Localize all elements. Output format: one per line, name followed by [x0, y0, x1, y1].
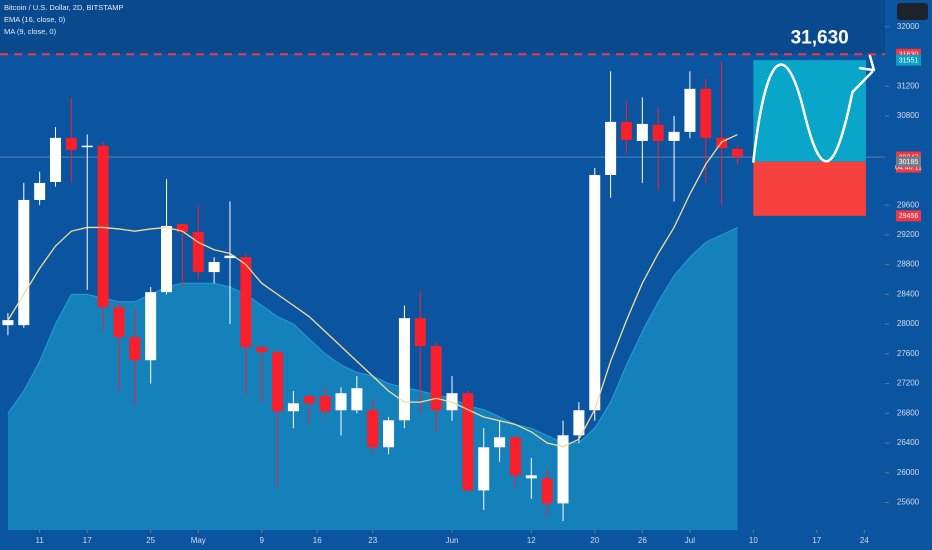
- candle-body: [272, 352, 284, 412]
- x-tick-label: May: [191, 536, 206, 545]
- x-tick-label: 16: [313, 536, 322, 545]
- indicator-legend: EMA (16, close, 0): [4, 15, 66, 24]
- candle-body: [478, 447, 490, 491]
- candle-body: [224, 255, 236, 259]
- candle-body: [129, 337, 141, 361]
- candle-body: [287, 403, 299, 412]
- candle-body: [335, 393, 347, 411]
- candle-body: [319, 396, 331, 412]
- toolbar-button[interactable]: [897, 3, 928, 20]
- candle-body: [462, 393, 474, 491]
- y-tick-label: 27200: [897, 379, 920, 388]
- y-tick-label: 28000: [897, 319, 920, 328]
- candle-body: [367, 410, 379, 448]
- y-tick-label: 29200: [897, 230, 920, 239]
- x-tick-label: 25: [146, 536, 155, 545]
- x-tick-label: 9: [259, 536, 264, 545]
- x-tick-label: Jun: [446, 536, 459, 545]
- candle-body: [303, 396, 315, 404]
- y-tick-label: 27600: [897, 349, 920, 358]
- candle-body: [525, 475, 537, 479]
- candle-body: [494, 437, 506, 448]
- countdown-tag: [896, 162, 921, 173]
- price-tag: [896, 210, 921, 222]
- candle-body: [652, 124, 664, 141]
- y-tick-label: 30800: [897, 111, 920, 120]
- y-tick-label: 25600: [897, 498, 920, 507]
- y-tick-label: 26400: [897, 438, 920, 447]
- y-tick-label: 29600: [897, 200, 920, 209]
- candle-body: [557, 435, 569, 504]
- x-tick-label: 26: [638, 536, 647, 545]
- indicator-legend: MA (9, close, 0): [4, 27, 57, 36]
- price-tag: [896, 48, 921, 60]
- candle-body: [97, 145, 109, 308]
- candle-body: [636, 123, 648, 141]
- x-tick-label: 12: [527, 536, 536, 545]
- upper-zone: [0, 0, 885, 55]
- candle-body: [65, 137, 77, 150]
- candle-body: [668, 131, 680, 141]
- candle-body: [351, 388, 363, 411]
- candle-body: [2, 320, 14, 326]
- ema-line: [7, 133, 738, 448]
- x-tick-label: 20: [590, 536, 599, 545]
- candle-body: [192, 231, 204, 273]
- y-tick-label: 28800: [897, 260, 920, 269]
- candle-body: [509, 437, 521, 476]
- candle-body: [256, 347, 268, 353]
- candle-body: [732, 148, 743, 157]
- projection-arrow: [858, 54, 876, 72]
- candle-body: [240, 257, 252, 348]
- candle-body: [34, 182, 46, 200]
- price-tag-label: 29456: [899, 213, 919, 220]
- x-tick-label: 10: [749, 536, 758, 545]
- candle-body: [50, 137, 62, 182]
- candle-body: [573, 410, 585, 436]
- candle-body: [684, 88, 696, 132]
- candle-body: [541, 478, 553, 504]
- stop-zone: [753, 161, 866, 216]
- countdown-label: 04:40:11: [895, 165, 922, 172]
- x-tick-label: 17: [83, 536, 92, 545]
- candle-body: [589, 174, 601, 411]
- ma-area-fill: [7, 227, 738, 530]
- candle-body: [383, 420, 395, 448]
- candle-body: [161, 226, 173, 293]
- candle-body: [18, 199, 30, 326]
- y-tick-label: 31200: [897, 81, 920, 90]
- candle-body: [700, 88, 712, 138]
- x-tick-label: 24: [860, 536, 869, 545]
- candle-body: [398, 318, 410, 421]
- candle-body: [81, 145, 93, 148]
- chart-title: Bitcoin / U.S. Dollar, 2D, BITSTAMP: [4, 3, 123, 12]
- price-tag: [896, 54, 921, 66]
- x-tick-label: 17: [812, 536, 821, 545]
- price-tag-label: 30185: [899, 159, 919, 166]
- price-tag: [896, 156, 921, 168]
- candle-body: [620, 121, 632, 140]
- x-tick-label: 23: [368, 536, 377, 545]
- candle-body: [430, 346, 442, 411]
- candle-body: [414, 318, 426, 347]
- candle-body: [145, 292, 157, 361]
- y-tick-label: 26000: [897, 468, 920, 477]
- candle-body: [176, 224, 188, 232]
- candle-body: [113, 307, 125, 338]
- x-tick-label: Jul: [685, 536, 695, 545]
- candle-body: [605, 121, 617, 175]
- y-tick-label: 28400: [897, 289, 920, 298]
- candle-body: [208, 262, 220, 273]
- projection-wave: [752, 63, 874, 163]
- annotation-label: 31,630: [791, 27, 849, 48]
- price-tag-label: 31551: [899, 57, 919, 64]
- y-tick-label: 32000: [897, 22, 920, 31]
- plot-area: 31,630: [0, 0, 885, 530]
- y-tick-label: 26800: [897, 408, 920, 417]
- x-tick-label: 11: [35, 536, 44, 545]
